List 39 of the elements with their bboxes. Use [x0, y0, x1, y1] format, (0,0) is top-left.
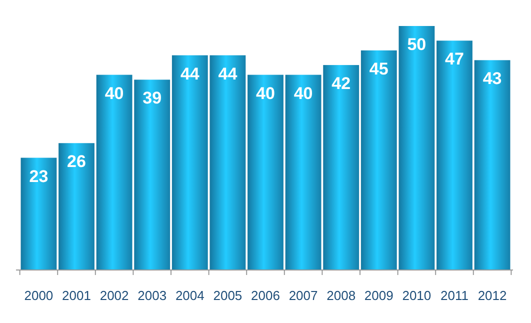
data-label: 40	[294, 84, 313, 103]
data-label: 26	[67, 152, 86, 172]
bar	[134, 80, 170, 270]
bar	[172, 55, 208, 270]
bar	[360, 50, 397, 270]
x-tick-label: 2000	[24, 288, 54, 303]
data-label: 47	[445, 50, 464, 69]
x-tick-label: 2005	[213, 288, 242, 303]
bar	[248, 74, 284, 270]
data-label: 44	[180, 64, 200, 84]
data-label: 40	[104, 84, 124, 103]
x-tick-label: 2007	[288, 288, 318, 303]
data-label: 44	[218, 64, 238, 84]
bar	[436, 40, 472, 270]
x-tick-label: 2010	[402, 288, 432, 303]
bar	[398, 26, 435, 270]
x-tick-label: 2011	[440, 288, 468, 303]
data-label: 42	[332, 74, 351, 94]
bar	[474, 60, 510, 270]
x-tick-label: 2012	[478, 288, 507, 303]
data-label: 40	[256, 84, 275, 103]
x-tick-label: 2004	[175, 288, 204, 303]
x-tick-label: 2003	[138, 288, 167, 303]
data-label: 23	[29, 166, 48, 186]
bar	[323, 65, 360, 270]
x-tick-label: 2008	[326, 288, 356, 303]
x-tick-label: 2006	[251, 288, 280, 303]
data-label: 50	[407, 35, 426, 54]
bar	[210, 55, 246, 270]
bar	[20, 158, 57, 270]
x-tick-label: 2002	[100, 288, 129, 303]
bar	[58, 143, 94, 270]
bar	[285, 74, 322, 270]
x-tick-label: 2001	[62, 288, 91, 303]
data-label: 43	[482, 69, 502, 88]
x-tick-label: 2009	[364, 288, 394, 303]
data-label: 45	[369, 59, 388, 78]
data-label: 39	[142, 88, 162, 108]
bar	[96, 74, 132, 270]
